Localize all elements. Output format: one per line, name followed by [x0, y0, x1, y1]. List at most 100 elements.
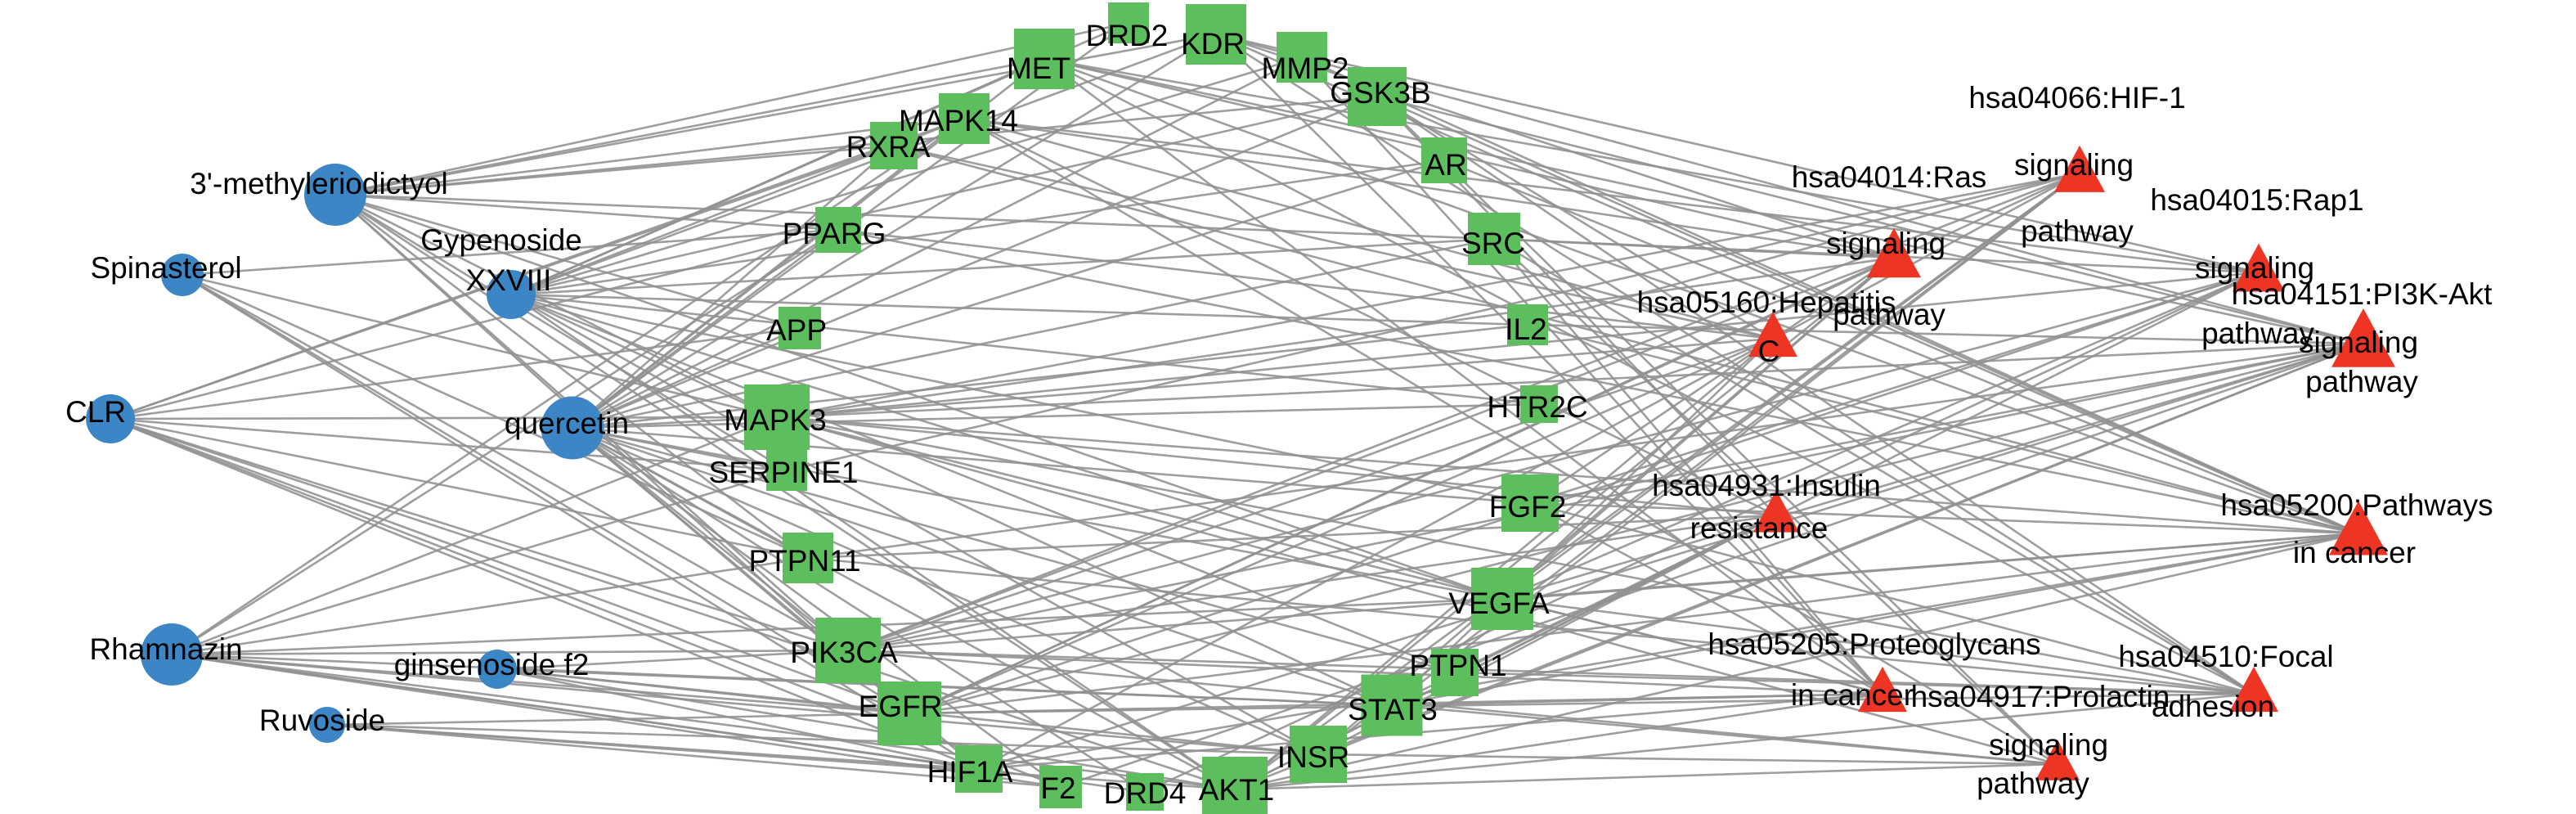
edge-KDR-hsa04014 [1215, 33, 1895, 259]
node-label-gypenoside-line1: Gypenoside [420, 223, 581, 257]
node-clr[interactable] [86, 394, 135, 443]
edge-INSR-hsa04151 [1317, 342, 2364, 756]
node-label-AR: AR [1425, 148, 1466, 182]
node-FGF2[interactable] [1501, 474, 1559, 532]
edge-IL2-hsa04151 [1527, 323, 2364, 345]
edge-GSK3B-hsa04510 [1376, 95, 2255, 695]
node-label-SERPINE1: SERPINE1 [708, 456, 858, 489]
node-label-AKT1: AKT1 [1199, 773, 1275, 807]
node-ginsenosidef2[interactable] [478, 650, 517, 689]
node-quercetin[interactable] [541, 396, 604, 460]
node-PIK3CA[interactable] [815, 618, 881, 683]
edge-gypenoside-AR [510, 159, 1445, 296]
node-hsa05200[interactable] [2329, 501, 2388, 555]
node-label-FGF2: FGF2 [1489, 490, 1567, 524]
edge-rhamnazin-MAPK3 [171, 416, 778, 656]
node-KDR[interactable] [1186, 4, 1246, 65]
node-MMP2[interactable] [1277, 32, 1327, 83]
edge-AKT1-hsa05200 [1234, 532, 2359, 791]
edge-ruvoside-EGFR [326, 712, 910, 726]
node-hsa04066[interactable] [2054, 145, 2105, 192]
edge-GSK3B-hsa04151 [1376, 95, 2364, 345]
node-label-KDR: KDR [1181, 27, 1245, 61]
edge-quercetin-AKT1 [572, 426, 1236, 791]
edge-HIF1A-hsa04151 [978, 342, 2364, 771]
node-spinasterol[interactable] [161, 254, 204, 296]
edge-PTPN11-hsa04151 [807, 342, 2364, 560]
node-gypenoside[interactable] [487, 270, 536, 319]
node-label-rhamnazin: Rhamnazin [89, 632, 242, 666]
node-label-INSR: INSR [1277, 740, 1349, 774]
edge-PIK3CA-hsa05205 [847, 649, 1883, 695]
node-DRD4[interactable] [1126, 773, 1164, 811]
edge-gypenoside-STAT3 [510, 293, 1393, 707]
edge-gypenoside-AKT1 [510, 293, 1236, 791]
edge-PIK3CA-hsa05160 [847, 337, 1774, 652]
node-label-hsa05160-line2: C [1758, 335, 1780, 368]
node-VEGFA[interactable] [1471, 568, 1533, 630]
node-AKT1[interactable] [1202, 757, 1268, 814]
edge-methyleriodictyol-SERPINE1 [334, 193, 788, 472]
edge-STAT3-hsa05205 [1391, 692, 1883, 707]
node-hsa04151[interactable] [2331, 308, 2395, 367]
node-rhamnazin[interactable] [141, 623, 203, 686]
node-DRD2[interactable] [1108, 2, 1149, 43]
node-ruvoside[interactable] [309, 707, 345, 743]
edge-AR-hsa05200 [1443, 159, 2359, 535]
edge-EGFR-hsa04151 [909, 342, 2364, 715]
node-INSR[interactable] [1290, 726, 1347, 783]
node-hsa04931[interactable] [1753, 490, 1799, 533]
edge-INSR-hsa04917 [1317, 753, 2058, 766]
node-label-hsa04014-line2: signaling [1826, 227, 1945, 260]
edge-methyleriodictyol-GSK3B [334, 95, 1378, 196]
edge-clr-PPARG [110, 228, 839, 420]
node-HTR2C[interactable] [1520, 385, 1558, 423]
edge-clr-SERPINE1 [110, 417, 788, 472]
edge-MAPK14-hsa04014 [963, 117, 1895, 259]
edge-ginsenosidef2-PIK3CA [496, 649, 849, 671]
node-APP[interactable] [779, 307, 821, 349]
edge-HIF1A-hsa05205 [978, 692, 1883, 771]
node-MET[interactable] [1014, 29, 1075, 89]
edge-methyleriodictyol-MAPK14 [334, 117, 965, 196]
node-label-hsa05160-line1: hsa05160:Hepatitis [1637, 286, 1896, 319]
node-label-hsa04014-line3: pathway [1833, 298, 1945, 331]
node-methyleriodictyol[interactable] [304, 164, 366, 226]
node-MAPK3[interactable] [744, 385, 810, 450]
node-PTPN1[interactable] [1431, 649, 1479, 696]
edge-gypenoside-SRC [510, 237, 1495, 296]
edge-methyleriodictyol-PPARG [334, 193, 839, 232]
node-AR[interactable] [1421, 137, 1467, 183]
node-IL2[interactable] [1507, 304, 1548, 345]
node-hsa04510[interactable] [2229, 666, 2278, 713]
node-RXRA[interactable] [870, 122, 918, 169]
edge-SRC-hsa04015 [1493, 237, 2260, 274]
node-PTPN11[interactable] [783, 533, 833, 583]
node-label-hsa04066-line3: pathway [2021, 214, 2134, 248]
node-HIF1A[interactable] [955, 745, 1003, 793]
edge-rhamnazin-PPARG [171, 228, 839, 656]
node-hsa04014[interactable] [1867, 227, 1921, 278]
edge-VEGFA-hsa04510 [1501, 597, 2255, 695]
edge-gypenoside-IL2 [510, 293, 1528, 326]
node-MAPK14[interactable] [939, 93, 990, 144]
node-hsa04015[interactable] [2233, 243, 2285, 292]
node-hsa04917[interactable] [2035, 740, 2080, 780]
node-STAT3[interactable] [1361, 674, 1423, 736]
node-F2[interactable] [1039, 766, 1082, 808]
edge-clr-PTPN11 [110, 417, 809, 560]
edge-KDR-hsa05205 [1215, 34, 1883, 695]
edge-methyleriodictyol-MAPK3 [334, 193, 778, 419]
node-GSK3B[interactable] [1348, 67, 1407, 126]
edge-ruvoside-INSR [326, 723, 1319, 756]
node-SERPINE1[interactable] [766, 450, 807, 491]
edge-MET-hsa05205 [1043, 57, 1883, 695]
node-PPARG[interactable] [815, 207, 861, 253]
node-SRC[interactable] [1468, 213, 1520, 265]
node-EGFR[interactable] [877, 681, 941, 745]
node-hsa05160[interactable] [1748, 311, 1797, 358]
node-label-HIF1A: HIF1A [927, 755, 1013, 789]
edge-MMP2-hsa05200 [1301, 56, 2359, 535]
node-label-hsa04931-line2: resistance [1690, 511, 1829, 545]
node-hsa05205[interactable] [1858, 666, 1907, 713]
